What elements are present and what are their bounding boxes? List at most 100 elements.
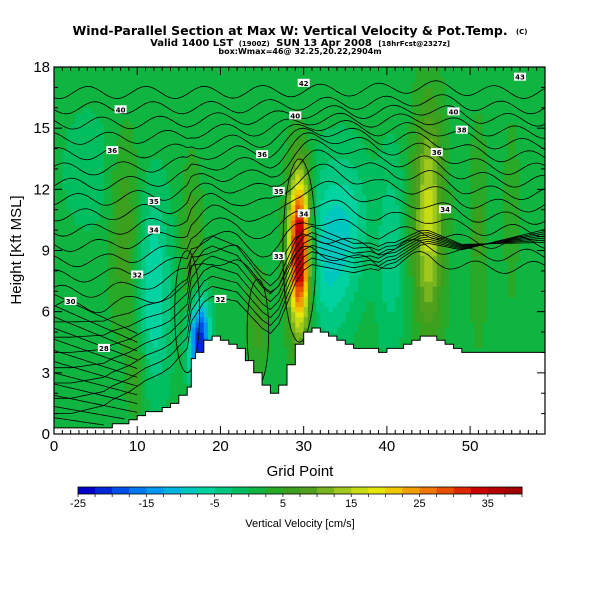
- w-cell: [241, 102, 247, 109]
- w-cell: [336, 235, 342, 241]
- w-cell: [112, 352, 118, 359]
- w-cell: [124, 123, 130, 129]
- w-cell: [112, 67, 118, 73]
- w-cell: [320, 275, 326, 282]
- w-cell: [237, 168, 242, 175]
- w-cell: [108, 72, 113, 78]
- w-cell: [149, 72, 155, 78]
- w-cell: [282, 286, 288, 292]
- w-cell: [266, 265, 271, 272]
- w-cell: [158, 326, 163, 333]
- w-cell: [62, 128, 68, 134]
- w-cell: [133, 260, 138, 267]
- w-cell: [316, 245, 321, 252]
- w-cell: [249, 138, 255, 145]
- w-cell: [332, 82, 338, 88]
- w-cell: [70, 250, 76, 257]
- w-cell: [124, 194, 130, 201]
- w-cell: [166, 92, 172, 99]
- w-cell: [99, 179, 105, 185]
- w-cell: [199, 250, 205, 257]
- w-cell: [253, 362, 259, 369]
- w-cell: [74, 168, 80, 175]
- w-cell: [128, 352, 134, 359]
- w-cell: [128, 260, 134, 267]
- w-cell: [270, 342, 276, 348]
- w-cell: [182, 214, 188, 221]
- w-cell: [266, 102, 271, 109]
- w-cell: [182, 311, 188, 318]
- w-cell: [99, 245, 105, 252]
- w-cell: [249, 306, 255, 313]
- w-cell: [216, 117, 222, 124]
- w-cell: [182, 306, 188, 313]
- w-cell: [307, 97, 313, 104]
- w-cell: [58, 82, 63, 88]
- w-cell: [133, 332, 138, 338]
- w-cell: [262, 332, 267, 338]
- w-cell: [124, 393, 130, 399]
- w-cell: [108, 117, 113, 124]
- w-cell: [287, 316, 292, 323]
- w-cell: [66, 194, 72, 201]
- w-cell: [224, 230, 230, 236]
- w-cell: [270, 275, 276, 282]
- w-cell: [245, 194, 251, 201]
- w-cell: [70, 209, 76, 216]
- w-cell: [174, 357, 180, 364]
- w-cell: [78, 117, 84, 124]
- w-cell: [116, 179, 122, 185]
- w-cell: [328, 189, 334, 196]
- w-cell: [266, 184, 271, 190]
- w-cell: [62, 352, 68, 359]
- w-cell: [74, 97, 80, 104]
- w-cell: [166, 255, 172, 262]
- w-cell: [99, 117, 105, 124]
- w-cell: [237, 311, 242, 318]
- w-cell: [336, 153, 342, 160]
- w-cell: [91, 332, 97, 338]
- w-cell: [74, 357, 80, 364]
- w-cell: [328, 199, 334, 206]
- w-cell: [141, 275, 147, 282]
- w-cell: [291, 87, 296, 94]
- w-cell: [95, 306, 101, 313]
- w-cell: [270, 158, 276, 165]
- w-cell: [303, 240, 309, 247]
- w-cell: [270, 82, 276, 88]
- w-cell: [303, 291, 309, 297]
- w-cell: [91, 316, 97, 323]
- w-cell: [99, 286, 105, 292]
- w-cell: [295, 270, 301, 277]
- w-cell: [74, 260, 80, 267]
- w-cell: [83, 275, 88, 282]
- w-cell: [282, 332, 288, 338]
- w-cell: [332, 194, 338, 201]
- w-cell: [232, 219, 238, 226]
- w-cell: [212, 174, 217, 180]
- w-cell: [124, 67, 130, 73]
- w-cell: [62, 326, 68, 333]
- w-cell: [153, 362, 159, 369]
- w-cell: [220, 270, 226, 277]
- w-cell: [170, 377, 176, 384]
- w-cell: [128, 194, 134, 201]
- w-cell: [112, 403, 118, 410]
- w-cell: [133, 352, 138, 359]
- w-cell: [158, 250, 163, 257]
- w-cell: [91, 230, 97, 236]
- w-cell: [170, 245, 176, 252]
- w-cell: [195, 189, 201, 196]
- w-cell: [158, 230, 163, 236]
- w-cell: [133, 219, 138, 226]
- w-cell: [191, 158, 197, 165]
- w-cell: [328, 148, 334, 155]
- w-cell: [99, 107, 105, 114]
- w-cell: [270, 102, 276, 109]
- w-cell: [74, 326, 80, 333]
- w-cell: [83, 296, 88, 303]
- w-cell: [320, 174, 326, 180]
- w-cell: [166, 362, 172, 369]
- w-cell: [336, 321, 342, 328]
- w-cell: [287, 123, 292, 129]
